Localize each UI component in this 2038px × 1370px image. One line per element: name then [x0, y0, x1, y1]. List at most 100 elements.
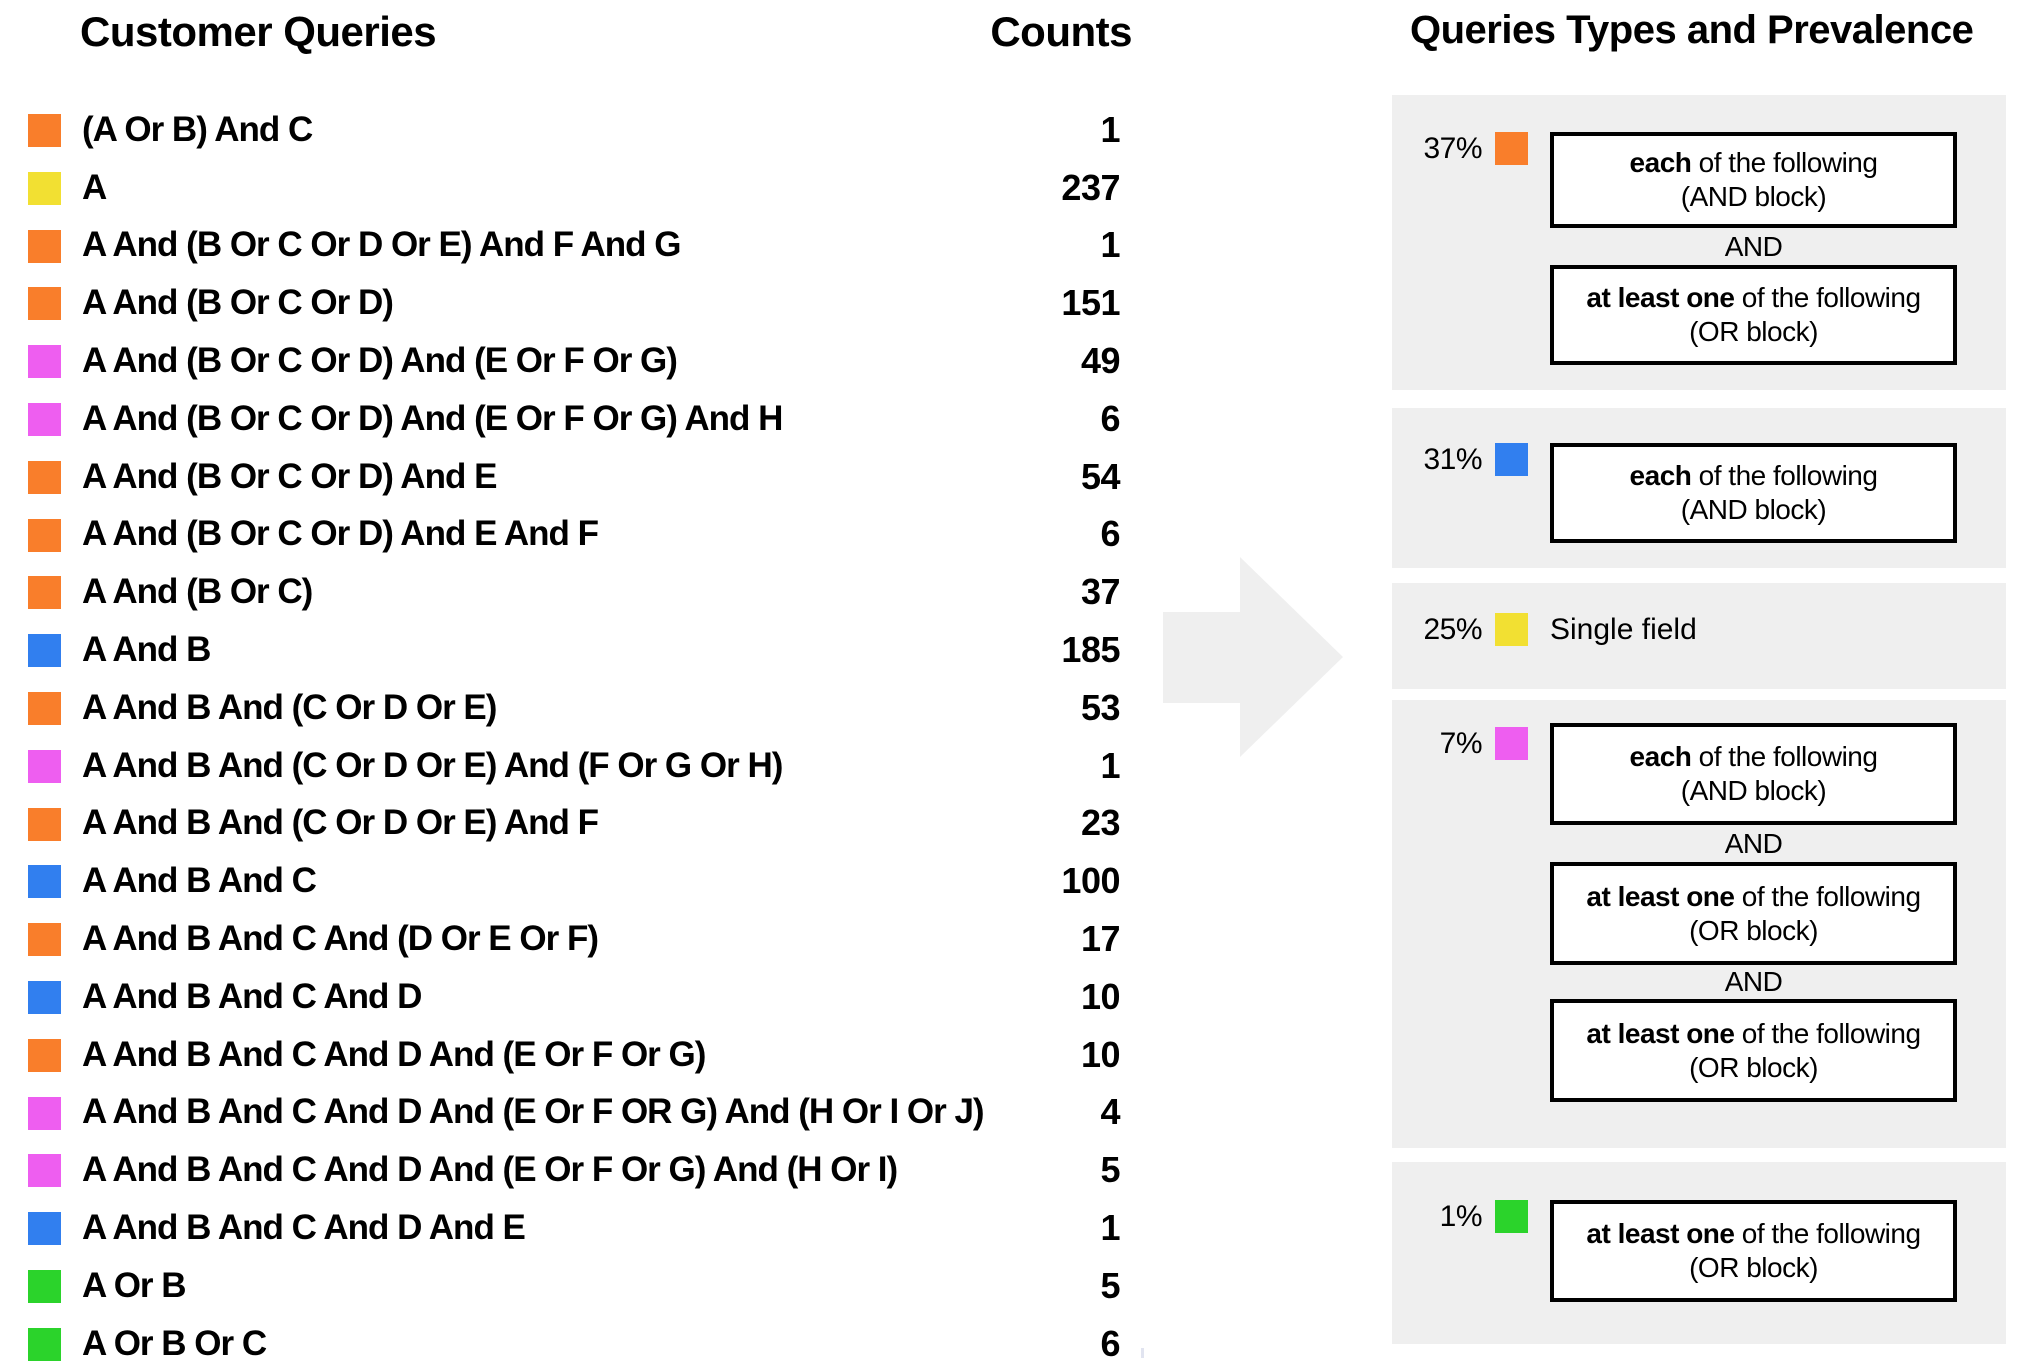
block-type-label: (OR block): [1689, 1051, 1818, 1083]
or-block-box: at least one of the following (OR block): [1550, 265, 1957, 365]
query-text: A And (B Or C Or D) And E And F: [82, 514, 599, 554]
query-text: A And (B Or C Or D) And (E Or F Or G): [82, 341, 678, 381]
query-type-color-swatch: [28, 980, 61, 1014]
query-count: 1: [1100, 109, 1120, 151]
query-count: 1: [1100, 1207, 1120, 1249]
query-text: A And B And (C Or D Or E) And (F Or G Or…: [82, 745, 783, 785]
right-arrow-icon: [1163, 557, 1343, 757]
query-row: A 237: [0, 160, 1140, 218]
block-description: at least one of the following: [1586, 282, 1921, 313]
single-field-label: Single field: [1550, 613, 1697, 646]
and-block-box: each of the following (AND block): [1550, 443, 1957, 543]
query-row: A And B And C And D 10: [0, 969, 1140, 1027]
query-structure-diagram: each of the following (AND block) AND at le…: [1550, 95, 1957, 365]
query-row: A And B And C 100: [0, 853, 1140, 911]
block-type-label: (OR block): [1689, 1252, 1818, 1283]
query-text: (A Or B) And C: [82, 110, 313, 150]
query-count: 100: [1061, 860, 1120, 902]
query-type-color-swatch: [28, 114, 61, 147]
query-text: A And B And C And D And (E Or F OR G) An…: [82, 1092, 985, 1132]
block-description: each of the following: [1629, 460, 1878, 491]
prevalence-percentage: 37%: [1423, 132, 1482, 165]
query-count: 10: [1080, 976, 1121, 1018]
query-type-color-swatch: [1495, 727, 1528, 760]
query-row: A And B And C And (D Or E Or F) 17: [0, 911, 1140, 969]
query-row: A And (B Or C Or D) And E 54: [0, 449, 1140, 507]
query-type-color-swatch: [28, 1212, 61, 1246]
query-count: 49: [1080, 340, 1121, 382]
query-type-color-swatch: [28, 576, 61, 610]
query-count: 5: [1100, 1264, 1120, 1306]
query-type-card: 37% each of the following (AND block) AND at…: [1392, 95, 2006, 390]
query-row: A And (B Or C Or D Or E) And F And G 1: [0, 218, 1140, 276]
query-text: A And B: [82, 630, 211, 670]
block-type-label: (AND block): [1680, 775, 1827, 806]
query-text: A And B And C And D And (E Or F Or G): [82, 1034, 706, 1074]
query-type-color-swatch: [28, 807, 61, 841]
query-row: A And (B Or C Or D) And (E Or F Or G) 49: [0, 333, 1140, 391]
query-text: A Or B Or C: [82, 1323, 267, 1363]
query-row: A And B 185: [0, 622, 1140, 680]
query-type-color-swatch: [28, 229, 61, 263]
query-text: A And B And C And D And (E Or F Or G) An…: [82, 1150, 898, 1190]
query-text: A And B And C And (D Or E Or F): [82, 919, 599, 959]
query-type-color-swatch: [28, 518, 61, 552]
prevalence-percentage: 31%: [1423, 443, 1482, 476]
query-row: A And B And (C Or D Or E) And F 23: [0, 796, 1140, 854]
query-structure-diagram: each of the following (AND block): [1550, 408, 1957, 543]
query-type-color-swatch: [28, 865, 61, 899]
query-count: 4: [1100, 1091, 1120, 1133]
query-count: 37: [1080, 571, 1121, 613]
query-row: A And B And C And D And (E Or F OR G) An…: [0, 1085, 1140, 1143]
query-type-color-swatch: [28, 1096, 61, 1130]
query-type-color-swatch: [1495, 132, 1528, 165]
block-type-label: (OR block): [1689, 914, 1818, 946]
query-text: A And B And C And D: [82, 977, 422, 1017]
query-row: A And (B Or C) 37: [0, 564, 1140, 622]
query-count: 23: [1080, 802, 1121, 844]
query-row: A And B And (C Or D Or E) And (F Or G Or…: [0, 738, 1140, 796]
customer-queries-list: (A Or B) And C 1 A 237 A And (B Or C Or D Or…: [0, 102, 1140, 1370]
query-row: A Or B 5: [0, 1258, 1140, 1316]
block-description: at least one of the following: [1586, 1218, 1921, 1249]
query-type-color-swatch: [28, 1038, 61, 1072]
query-type-color-swatch: [1495, 613, 1528, 646]
query-text: A: [82, 167, 107, 207]
query-type-color-swatch: [28, 1269, 61, 1303]
block-description: at least one of the following: [1586, 880, 1921, 912]
query-text: A Or B: [82, 1266, 187, 1306]
or-block-box: at least one of the following (OR block): [1550, 862, 1957, 965]
query-text: A And B And C And D And E: [82, 1208, 526, 1248]
query-count: 6: [1100, 398, 1120, 440]
query-row: A Or B Or C 6: [0, 1316, 1140, 1370]
query-row: A And B And C And D And E 1: [0, 1200, 1140, 1258]
query-count: 237: [1061, 166, 1120, 208]
or-block-box: at least one of the following (OR block): [1550, 1200, 1957, 1302]
query-text: A And (B Or C Or D): [82, 283, 394, 323]
query-row: A And (B Or C Or D) 151: [0, 275, 1140, 333]
query-type-color-swatch: [28, 402, 61, 436]
customer-queries-title: Customer Queries: [80, 8, 437, 55]
query-type-color-swatch: [28, 460, 61, 494]
query-type-color-swatch: [28, 749, 61, 783]
counts-column-header: Counts: [990, 8, 1132, 55]
query-row: A And B And C And D And (E Or F Or G) 10: [0, 1027, 1140, 1085]
query-type-color-swatch: [28, 287, 61, 321]
query-type-card: 1% at least one of the following (OR block…: [1392, 1162, 2006, 1344]
query-type-color-swatch: [28, 345, 61, 379]
query-type-color-swatch: [28, 1154, 61, 1188]
query-type-card: 31% each of the following (AND block): [1392, 408, 2006, 568]
prevalence-percentage: 7%: [1439, 727, 1483, 760]
query-count: 6: [1100, 1322, 1120, 1364]
query-type-color-swatch: [28, 634, 61, 668]
query-type-card: 25% Single field: [1392, 583, 2006, 689]
and-connector-label: AND: [1724, 230, 1783, 262]
and-block-box: each of the following (AND block): [1550, 723, 1957, 825]
query-type-color-swatch: [28, 171, 61, 205]
query-row: A And (B Or C Or D) And (E Or F Or G) An…: [0, 391, 1140, 449]
query-row: (A Or B) And C 1: [0, 102, 1140, 160]
and-connector-label: AND: [1724, 827, 1783, 859]
query-text: A And (B Or C): [82, 572, 313, 612]
prevalence-percentage: 25%: [1423, 613, 1482, 646]
and-connector-label: AND: [1724, 966, 1783, 997]
